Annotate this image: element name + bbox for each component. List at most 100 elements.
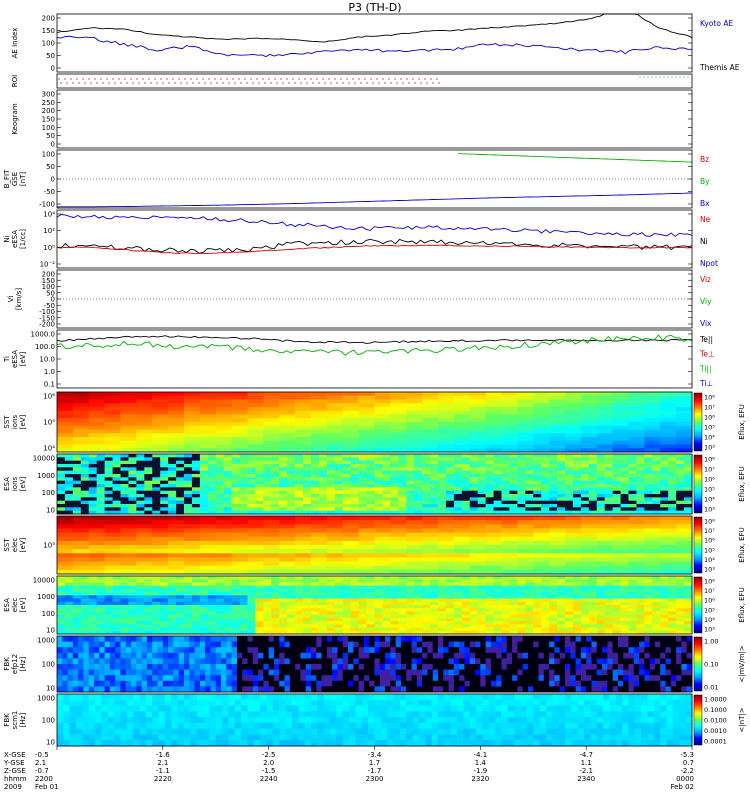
- spectrogram-cell: [176, 599, 184, 603]
- spectrogram-cell: [97, 477, 105, 481]
- spectrogram-cell: [311, 430, 327, 434]
- spectrogram-cell: [65, 474, 73, 478]
- spectrogram-cell: [216, 670, 222, 676]
- spectrogram-cell: [454, 437, 470, 441]
- spectrogram-cell: [382, 586, 390, 590]
- spectrogram-cell: [454, 411, 470, 415]
- y-tick-label: 10⁶: [43, 393, 55, 401]
- spectrogram-cell: [216, 430, 232, 434]
- spectrogram-cell: [255, 481, 263, 485]
- y-tick-label: 10²: [43, 227, 55, 235]
- spectrogram-cell: [327, 545, 343, 550]
- spectrogram-cell: [168, 545, 184, 550]
- spectrogram-cell: [406, 537, 422, 542]
- spectrogram-cell: [113, 481, 121, 485]
- spectrogram-cell: [517, 497, 525, 501]
- spectrogram-cell: [115, 658, 121, 664]
- spectrogram-cell: [311, 582, 319, 586]
- spectrogram-cell: [81, 586, 89, 590]
- spectrogram-cell: [65, 618, 73, 622]
- spectrogram-cell: [629, 418, 645, 422]
- spectrogram-cell: [390, 582, 398, 586]
- spectrogram-cell: [502, 507, 510, 511]
- spectrogram-cell: [189, 681, 195, 687]
- spectrogram-cell: [205, 681, 211, 687]
- spectrogram-cell: [589, 579, 597, 583]
- y-axis-label-line: [km/s]: [15, 288, 23, 311]
- spectrogram-cell: [240, 624, 248, 628]
- spectrogram-cell: [549, 524, 565, 529]
- spectrogram-cell: [573, 624, 581, 628]
- roi-dot: [138, 82, 139, 83]
- spectrogram-cell: [486, 461, 494, 465]
- spectrogram-cell: [295, 636, 301, 642]
- spectrogram-cell: [660, 415, 676, 419]
- spectrogram-cell: [629, 562, 645, 567]
- spectrogram-cell: [81, 504, 89, 508]
- spectrogram-cell: [65, 494, 73, 498]
- roi-dot: [376, 78, 377, 79]
- spectrogram-cell: [406, 471, 414, 475]
- spectrogram-cell: [57, 491, 65, 495]
- spectrogram-cell: [327, 504, 335, 508]
- spectrogram-cell: [351, 579, 359, 583]
- spectrogram-cell: [589, 454, 597, 458]
- spectrogram-cell: [676, 504, 684, 508]
- spectrogram-cell: [660, 589, 668, 593]
- spectrogram-cell: [279, 474, 287, 478]
- spectrogram-cell: [621, 481, 629, 485]
- spectrogram-cell: [597, 494, 605, 498]
- spectrogram-cell: [613, 618, 621, 622]
- spectrogram-cell: [242, 642, 248, 648]
- spectrogram-cell: [263, 471, 271, 475]
- spectrogram-cell: [263, 516, 279, 521]
- spectrogram-cell: [128, 494, 136, 498]
- spectrogram-cell: [152, 494, 160, 498]
- spectrogram-cell: [240, 507, 248, 511]
- spectrogram-cell: [287, 592, 295, 596]
- spectrogram-cell: [73, 501, 81, 505]
- spectrogram-cell: [367, 605, 375, 609]
- spectrogram-cell: [525, 589, 533, 593]
- spectrogram-cell: [549, 467, 557, 471]
- spectrogram-cell: [375, 586, 383, 590]
- spectrogram-cell: [295, 611, 303, 615]
- spectrogram-cell: [573, 481, 581, 485]
- spectrogram-cell: [271, 579, 279, 583]
- spectrogram-cell: [173, 658, 179, 664]
- spectrogram-cell: [557, 599, 565, 603]
- spectrogram-cell: [303, 628, 311, 632]
- spectrogram-cell: [89, 392, 105, 396]
- roi-dot: [384, 82, 385, 83]
- spectrogram-cell: [136, 524, 152, 529]
- spectrogram-cell: [390, 595, 398, 599]
- spectrogram-cell: [438, 494, 446, 498]
- spectrogram-cell: [565, 566, 581, 571]
- spectrogram-cell: [295, 457, 303, 461]
- spectrogram-cell: [97, 491, 105, 495]
- spectrogram-cell: [406, 494, 414, 498]
- spectrogram-cell: [232, 618, 240, 622]
- roi-dot: [372, 82, 373, 83]
- spectrogram-cell: [73, 403, 89, 407]
- spectrogram-cell: [295, 494, 303, 498]
- spectrogram-cell: [279, 528, 295, 533]
- spectrogram-cell: [454, 520, 470, 525]
- spectrogram-cell: [216, 407, 232, 411]
- spectrogram-cell: [295, 592, 303, 596]
- spectrogram-cell: [581, 461, 589, 465]
- spectrogram-cell: [629, 454, 637, 458]
- spectrogram-cell: [438, 621, 446, 625]
- spectrogram-cell: [216, 557, 232, 562]
- colorbar-label-group: <|mV/m|>: [738, 645, 746, 682]
- spectrogram-cell: [200, 608, 208, 612]
- spectrogram-cell: [128, 586, 136, 590]
- spectrogram-cell: [414, 582, 422, 586]
- spectrogram-cell: [613, 566, 629, 571]
- spectrogram-cell: [573, 608, 581, 612]
- spectrogram-cell: [121, 445, 137, 449]
- spectrogram-cell: [541, 586, 549, 590]
- spectrogram-cell: [541, 624, 549, 628]
- y-axis-label-line: FBK: [3, 657, 11, 671]
- spectrogram-cell: [142, 686, 148, 692]
